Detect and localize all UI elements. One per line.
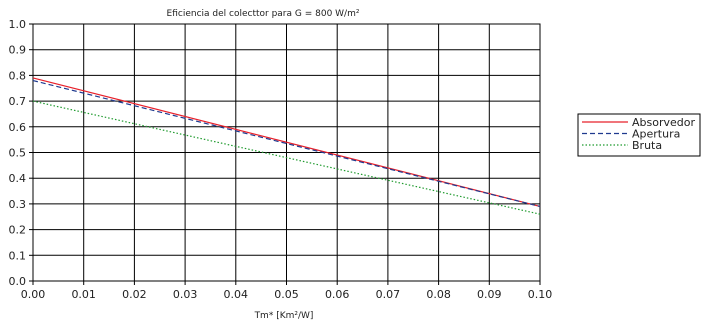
x-tick-label: 0.04 xyxy=(224,288,249,301)
x-tick-label: 0.07 xyxy=(376,288,401,301)
legend-label: Absorvedor xyxy=(632,116,695,129)
x-tick-label: 0.09 xyxy=(477,288,502,301)
chart-title: Eficiencia del colecttor para G = 800 W/… xyxy=(167,9,360,19)
series-line-apertura xyxy=(32,79,541,208)
x-tick-label: 0.10 xyxy=(528,288,553,301)
legend-label: Bruta xyxy=(632,139,662,152)
y-tick-label: 0.9 xyxy=(9,44,27,57)
x-tick-label: 0.03 xyxy=(173,288,198,301)
y-tick-label: 0.2 xyxy=(9,224,27,237)
y-tick-label: 0.0 xyxy=(9,275,27,288)
axes: 0.00 0.01 0.02 0.03 0.04 0.05 0.06 0.07 0.08 0.09… xyxy=(9,18,553,301)
series-lines xyxy=(32,77,541,215)
y-tick-label: 0.7 xyxy=(9,95,27,108)
grid xyxy=(32,23,541,282)
x-tick-label: 0.06 xyxy=(325,288,350,301)
y-tick-label: 1.0 xyxy=(9,18,27,31)
y-tick-label: 0.8 xyxy=(9,69,27,82)
x-tick-label: 0.00 xyxy=(21,288,46,301)
x-tick-label: 0.01 xyxy=(71,288,96,301)
x-tick-label: 0.08 xyxy=(426,288,451,301)
x-tick-label: 0.02 xyxy=(122,288,147,301)
legend-box xyxy=(577,113,701,157)
plot-frame xyxy=(32,23,541,282)
y-tick-label: 0.3 xyxy=(9,198,27,211)
y-tick-label: 0.5 xyxy=(9,147,27,160)
legend-label: Apertura xyxy=(632,128,680,141)
x-axis-label: Tm* [Km²/W] xyxy=(254,311,314,321)
x-tick-label: 0.05 xyxy=(274,288,299,301)
y-tick-label: 0.4 xyxy=(9,172,27,185)
series-line-bruta xyxy=(32,100,541,215)
y-tick-label: 0.1 xyxy=(9,249,27,262)
y-tick-label: 0.6 xyxy=(9,121,27,134)
